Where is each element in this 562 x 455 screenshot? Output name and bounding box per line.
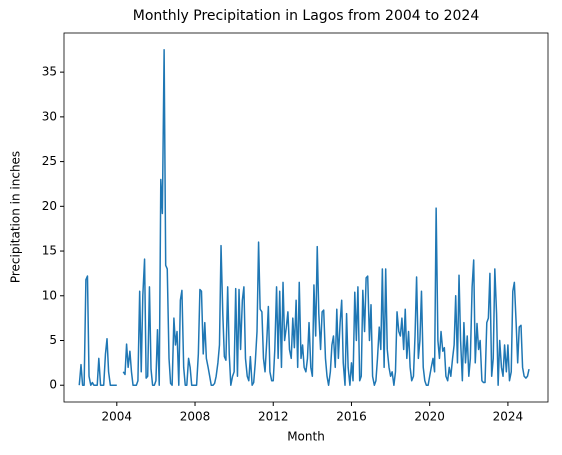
x-tick-label: 2012 [258, 410, 289, 424]
x-tick-label: 2004 [102, 410, 133, 424]
y-axis-label: Precipitation in inches [9, 151, 23, 283]
chart-title: Monthly Precipitation in Lagos from 2004… [133, 8, 480, 24]
y-tick-label: 15 [42, 244, 57, 258]
y-tick-label: 30 [42, 109, 57, 123]
y-tick-label: 35 [42, 65, 57, 79]
y-tick-label: 5 [49, 333, 57, 347]
x-tick-label: 2016 [336, 410, 367, 424]
plot-frame [63, 32, 549, 403]
y-tick-label: 0 [49, 378, 57, 392]
x-tick-label: 2020 [414, 410, 445, 424]
x-axis-label: Month [287, 430, 325, 444]
x-tick-label: 2024 [493, 410, 524, 424]
y-tick-label: 10 [42, 288, 57, 302]
data-line [78, 49, 530, 386]
y-tick-label: 20 [42, 199, 57, 213]
y-tick-label: 25 [42, 154, 57, 168]
x-tick-label: 2008 [180, 410, 211, 424]
